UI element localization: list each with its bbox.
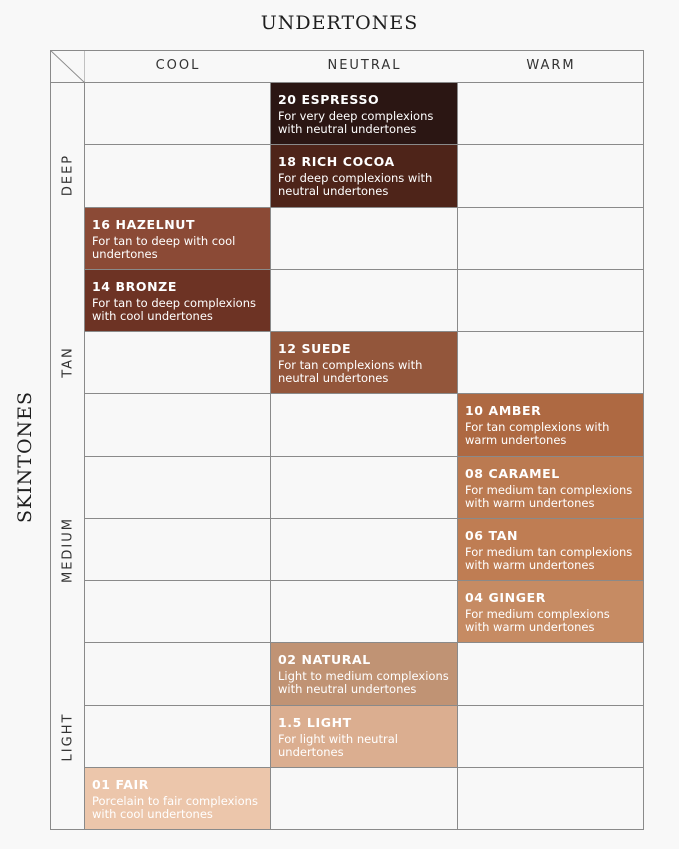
empty-cell <box>457 642 644 706</box>
shade-cell: 18 RICH COCOA For deep complexions with n… <box>270 144 458 208</box>
shade-cell: 06 TAN For medium tan complexions with wa… <box>457 517 644 581</box>
shade-cell: 14 BRONZE For tan to deep complexions wit… <box>84 268 271 332</box>
shade-description: For tan complexions with warm undertones <box>465 420 610 448</box>
shade-name: 10 AMBER <box>465 403 542 419</box>
shade-name: 20 ESPRESSO <box>278 92 380 107</box>
row-group-deep: DEEP <box>60 153 76 197</box>
shade-description: For very deep complexions with neutral u… <box>278 109 434 136</box>
shade-cell: 01 FAIR Porcelain to fair complexions wit… <box>84 766 271 830</box>
shade-description: For tan to deep with cool undertones <box>92 233 236 261</box>
empty-cell <box>84 144 271 208</box>
shade-grid: 20 ESPRESSO For very deep complexions wit… <box>84 82 644 830</box>
empty-cell <box>84 517 271 581</box>
empty-cell <box>270 206 458 270</box>
empty-cell <box>270 455 458 519</box>
shade-cell: 02 NATURAL Light to medium complexions wi… <box>270 642 458 706</box>
empty-cell <box>270 766 458 830</box>
shade-description: For tan complexions with neutral underto… <box>278 358 423 385</box>
skintones-title: SKINTONES <box>14 390 36 524</box>
shade-name: 1.5 LIGHT <box>278 714 352 730</box>
column-header-warm: WARM <box>526 58 576 73</box>
empty-cell <box>457 766 644 830</box>
empty-cell <box>270 517 458 581</box>
empty-cell <box>84 393 271 457</box>
shade-name: 04 GINGER <box>465 590 546 605</box>
empty-cell <box>84 331 271 395</box>
row-group-light: LIGHT <box>60 712 76 762</box>
empty-cell <box>84 642 271 706</box>
shade-name: 18 RICH COCOA <box>278 154 395 170</box>
empty-cell <box>457 704 644 768</box>
shade-name: 14 BRONZE <box>92 278 177 294</box>
shade-cell: 20 ESPRESSO For very deep complexions wit… <box>270 82 458 146</box>
empty-cell <box>457 144 644 208</box>
shade-name: 16 HAZELNUT <box>92 216 196 232</box>
shade-description: For medium tan complexions with warm und… <box>465 544 633 572</box>
shade-description: For medium complexions with warm underto… <box>465 607 610 634</box>
empty-cell <box>270 580 458 644</box>
shade-description: For tan to deep complexions with cool un… <box>92 295 256 323</box>
shade-cell: 08 CARAMEL For medium tan complexions wit… <box>457 455 644 519</box>
shade-description: Light to medium complexions with neutral… <box>278 669 449 697</box>
shade-description: Porcelain to fair complexions with cool … <box>92 793 258 821</box>
corner-diagonal <box>50 50 85 83</box>
shade-name: 02 NATURAL <box>278 652 371 668</box>
empty-cell <box>84 580 271 644</box>
shade-name: 08 CARAMEL <box>465 465 560 481</box>
empty-cell <box>270 393 458 457</box>
shade-name: 12 SUEDE <box>278 341 352 356</box>
shade-cell: 10 AMBER For tan complexions with warm un… <box>457 393 644 457</box>
empty-cell <box>270 268 458 332</box>
shade-description: For light with neutral undertones <box>278 731 398 759</box>
column-header-neutral: NEUTRAL <box>327 58 402 73</box>
shade-cell: 1.5 LIGHT For light with neutral underton… <box>270 704 458 768</box>
shade-name: 01 FAIR <box>92 776 150 792</box>
empty-cell <box>457 206 644 270</box>
shade-description: For deep complexions with neutral undert… <box>278 171 433 199</box>
empty-cell <box>84 82 271 146</box>
shade-name: 06 TAN <box>465 527 519 543</box>
column-header-cool: COOL <box>155 58 201 73</box>
shade-cell: 16 HAZELNUT For tan to deep with cool und… <box>84 206 271 270</box>
empty-cell <box>457 331 644 395</box>
undertones-title: UNDERTONES <box>260 12 419 34</box>
shade-cell: 04 GINGER For medium complexions with war… <box>457 580 644 644</box>
shade-cell: 12 SUEDE For tan complexions with neutral… <box>270 331 458 395</box>
shade-description: For medium tan complexions with warm und… <box>465 482 633 510</box>
empty-cell <box>84 704 271 768</box>
empty-cell <box>457 82 644 146</box>
empty-cell <box>84 455 271 519</box>
row-group-tan: TAN <box>60 346 76 378</box>
row-group-medium: MEDIUM <box>60 516 76 584</box>
empty-cell <box>457 268 644 332</box>
